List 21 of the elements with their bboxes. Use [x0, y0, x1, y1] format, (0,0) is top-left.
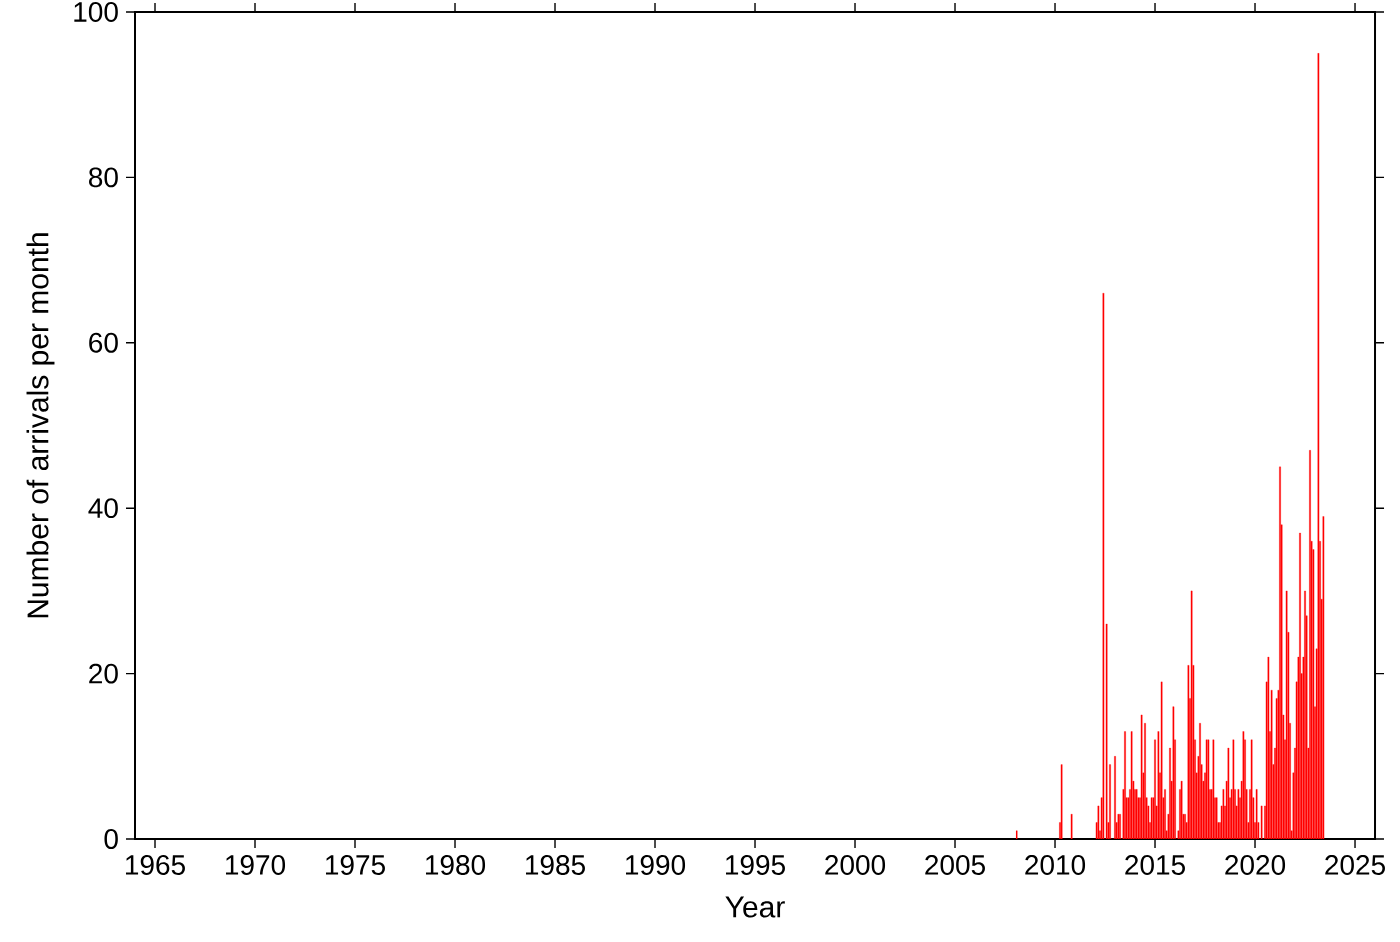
x-tick-label: 2005	[925, 855, 985, 875]
x-tick-label: 1990	[626, 855, 686, 875]
y-tick-label: 20	[89, 663, 118, 684]
x-tick-label: 2020	[1225, 855, 1286, 875]
y-tick-label: 60	[89, 332, 118, 353]
y-tick-label: 100	[74, 2, 118, 22]
y-tick-label: 80	[89, 167, 118, 188]
x-tick-label: 1985	[526, 855, 585, 875]
y-tick-label: 40	[88, 498, 118, 519]
x-tick-label: 1970	[225, 855, 286, 875]
x-tick-label: 2010	[1025, 855, 1086, 875]
x-axis-title: Year	[725, 896, 785, 918]
x-tick-label: 2015	[1125, 855, 1185, 875]
x-tick-label: 1980	[426, 855, 486, 875]
x-tick-label: 1975	[325, 855, 385, 875]
x-tick-label: 2025	[1325, 855, 1385, 875]
y-axis-title: Number of arrivals per month	[26, 233, 55, 618]
x-tick-label: 2000	[825, 855, 886, 875]
x-tick-label: 1965	[125, 855, 185, 875]
y-tick-label: 0	[104, 829, 118, 849]
x-tick-label: 1995	[726, 855, 785, 875]
